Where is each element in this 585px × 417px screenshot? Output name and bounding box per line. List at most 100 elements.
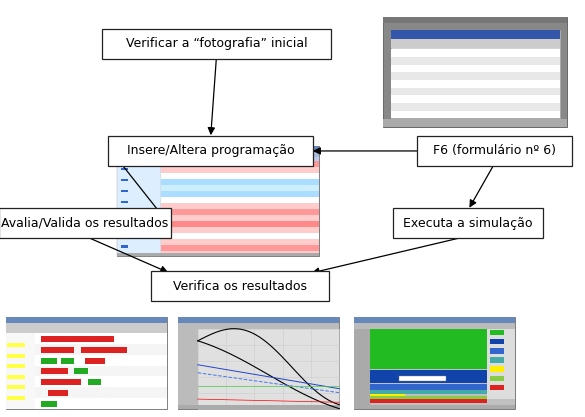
- Bar: [122, 168, 128, 170]
- Bar: [370, 390, 487, 394]
- Bar: [391, 30, 560, 118]
- Bar: [161, 179, 319, 185]
- Bar: [178, 405, 339, 409]
- Bar: [370, 394, 405, 396]
- Bar: [42, 336, 114, 342]
- Bar: [490, 339, 504, 344]
- Bar: [161, 227, 319, 233]
- Bar: [391, 80, 560, 88]
- Text: Avalia/Valida os resultados: Avalia/Valida os resultados: [1, 216, 168, 230]
- Bar: [161, 203, 319, 209]
- Bar: [6, 317, 167, 323]
- Bar: [490, 385, 504, 390]
- Bar: [122, 212, 128, 214]
- Bar: [35, 334, 167, 344]
- Bar: [6, 323, 167, 334]
- Bar: [370, 396, 487, 399]
- Bar: [354, 317, 515, 323]
- Bar: [117, 146, 319, 256]
- Text: Verificar a “fotografia” inicial: Verificar a “fotografia” inicial: [126, 37, 307, 50]
- Bar: [391, 111, 560, 118]
- Bar: [122, 179, 128, 181]
- Bar: [161, 185, 319, 191]
- Bar: [161, 161, 319, 167]
- FancyBboxPatch shape: [102, 29, 331, 59]
- Bar: [178, 317, 339, 323]
- Bar: [391, 88, 560, 95]
- Bar: [161, 239, 319, 245]
- Bar: [354, 317, 515, 409]
- FancyBboxPatch shape: [0, 208, 171, 238]
- Bar: [161, 245, 319, 251]
- Bar: [35, 377, 167, 387]
- Bar: [35, 366, 167, 377]
- Bar: [161, 209, 319, 215]
- Bar: [178, 329, 198, 409]
- Bar: [81, 347, 127, 353]
- Bar: [6, 334, 35, 409]
- Bar: [400, 376, 446, 381]
- Bar: [117, 146, 319, 152]
- Bar: [161, 173, 319, 179]
- Bar: [391, 57, 560, 65]
- Bar: [117, 157, 319, 161]
- Bar: [370, 384, 487, 390]
- FancyBboxPatch shape: [108, 136, 313, 166]
- Bar: [42, 379, 81, 385]
- Bar: [178, 317, 339, 409]
- Text: F6 (formulário nº 6): F6 (formulário nº 6): [433, 144, 556, 158]
- Bar: [490, 348, 504, 354]
- Bar: [7, 343, 25, 347]
- Bar: [161, 191, 319, 197]
- FancyBboxPatch shape: [150, 271, 329, 301]
- FancyBboxPatch shape: [417, 136, 572, 166]
- Bar: [117, 161, 161, 256]
- Bar: [161, 167, 319, 173]
- Bar: [7, 364, 25, 368]
- Text: Insere/Altera programação: Insere/Altera programação: [127, 144, 294, 158]
- Bar: [35, 398, 167, 409]
- Bar: [383, 17, 567, 23]
- Bar: [74, 368, 88, 374]
- Bar: [6, 317, 167, 409]
- Bar: [370, 329, 487, 369]
- Bar: [61, 358, 74, 364]
- Bar: [117, 152, 319, 157]
- Bar: [7, 396, 25, 399]
- Bar: [7, 375, 25, 379]
- Text: Executa a simulação: Executa a simulação: [403, 216, 533, 230]
- Bar: [122, 223, 128, 226]
- Bar: [42, 347, 74, 353]
- Bar: [161, 251, 319, 256]
- Bar: [42, 368, 68, 374]
- Bar: [391, 65, 560, 73]
- Bar: [178, 323, 339, 329]
- Bar: [391, 30, 560, 39]
- Bar: [198, 329, 339, 409]
- Bar: [35, 344, 167, 355]
- Bar: [7, 385, 25, 389]
- Bar: [354, 329, 370, 409]
- Bar: [391, 73, 560, 80]
- Bar: [354, 323, 515, 329]
- Bar: [42, 401, 57, 407]
- Bar: [122, 190, 128, 192]
- Bar: [391, 103, 560, 111]
- Bar: [490, 367, 504, 372]
- Bar: [48, 390, 68, 396]
- Bar: [117, 253, 319, 256]
- Bar: [85, 358, 105, 364]
- Bar: [391, 95, 560, 103]
- Bar: [88, 379, 101, 385]
- Bar: [122, 201, 128, 203]
- Bar: [161, 197, 319, 203]
- Bar: [391, 39, 560, 48]
- Bar: [35, 387, 167, 398]
- Bar: [490, 357, 504, 363]
- Bar: [161, 233, 319, 239]
- Bar: [161, 215, 319, 221]
- Bar: [42, 358, 57, 364]
- Bar: [391, 49, 560, 57]
- Bar: [122, 234, 128, 236]
- Bar: [7, 354, 25, 357]
